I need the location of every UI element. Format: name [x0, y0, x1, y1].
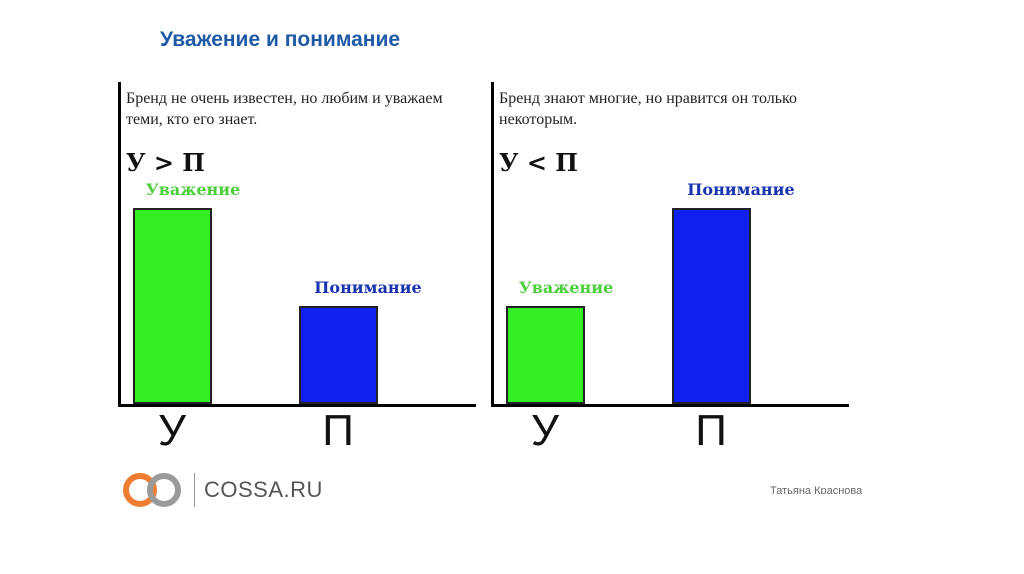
bar-label-respect: Уважение: [518, 278, 614, 297]
chart-panel-left: Бренд не очень известен, но любим и уваж…: [118, 72, 478, 453]
bar-understanding: [298, 306, 378, 404]
author-name: Татьяна Краснова: [770, 485, 863, 494]
footer-logo: COSSA.RU: [116, 465, 323, 515]
x-axis-line: [491, 404, 849, 407]
chart-formula: У < П: [499, 148, 578, 177]
logo-text: COSSA.RU: [204, 477, 323, 502]
slide-title: Уважение и понимание: [160, 28, 401, 51]
cossa-logo-icon: [123, 473, 181, 507]
bar-label-respect: Уважение: [145, 180, 241, 199]
chart-caption: Бренд не очень известен, но любим и уваж…: [126, 90, 443, 128]
y-axis-line: [118, 82, 121, 407]
bar-label-understanding: Понимание: [314, 278, 422, 297]
chart-caption: Бренд знают многие, но нравится он тольк…: [499, 90, 797, 128]
y-axis-line: [491, 82, 494, 407]
x-tick-label: П: [695, 406, 727, 455]
x-tick-label: П: [322, 406, 354, 455]
bar-respect: [505, 306, 585, 404]
logo-divider: [194, 473, 195, 507]
bar-understanding: [671, 208, 751, 404]
bar-label-understanding: Понимание: [687, 180, 795, 199]
x-tick-label: У: [531, 406, 559, 455]
x-axis-line: [118, 404, 476, 407]
x-tick-label: У: [158, 406, 186, 455]
bar-respect: [132, 208, 212, 404]
chart-formula: У > П: [126, 148, 205, 177]
chart-panel-right: Бренд знают многие, но нравится он тольк…: [491, 72, 851, 453]
